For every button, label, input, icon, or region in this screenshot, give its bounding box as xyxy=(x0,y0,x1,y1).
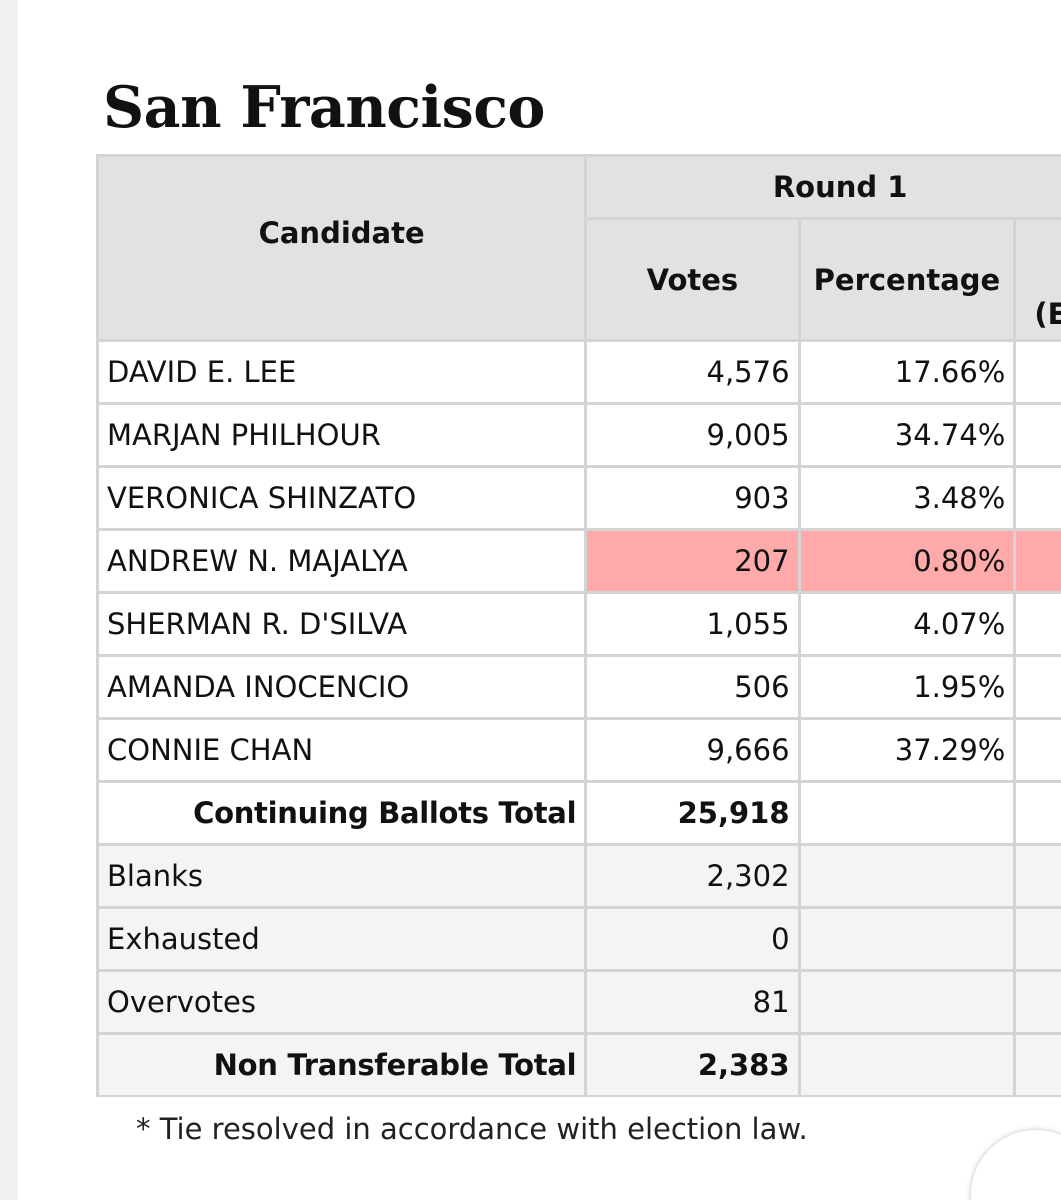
candidate-name: MARJAN PHILHOUR xyxy=(96,402,588,468)
votes-header: Votes xyxy=(584,217,801,342)
page-title: San Francisco xyxy=(103,74,545,141)
percentage-header: Percentage xyxy=(797,217,1017,342)
nontransferable-name: Overvotes xyxy=(96,969,588,1035)
candidate-name: SHERMAN R. D'SILVA xyxy=(96,591,588,657)
continuing-total-label: Continuing Ballots Total xyxy=(96,780,588,846)
candidate-name: CONNIE CHAN xyxy=(96,717,588,783)
extra-cell xyxy=(1013,465,1061,531)
candidate-name: VERONICA SHINZATO xyxy=(96,465,588,531)
extra-cell xyxy=(1013,654,1061,720)
table-row: MARJAN PHILHOUR 9,005 34.74% xyxy=(96,402,1061,468)
round-header: Round 1 xyxy=(584,154,1061,220)
candidate-percentage: 4.07% xyxy=(797,591,1017,657)
empty-cell xyxy=(797,843,1017,909)
extra-cell xyxy=(1013,402,1061,468)
results-table-container: Candidate Round 1 Votes Percentage (E DA… xyxy=(96,154,1061,1097)
table-row: AMANDA INOCENCIO 506 1.95% xyxy=(96,654,1061,720)
table-row: Exhausted 0 xyxy=(96,906,1061,972)
extra-cell xyxy=(1013,843,1061,909)
continuing-total-row: Continuing Ballots Total 25,918 xyxy=(96,780,1061,846)
table-row: Blanks 2,302 xyxy=(96,843,1061,909)
extra-cell xyxy=(1013,969,1061,1035)
footnote: * Tie resolved in accordance with electi… xyxy=(136,1112,808,1146)
nontransferable-name: Exhausted xyxy=(96,906,588,972)
extra-cell xyxy=(1013,528,1061,594)
candidate-header: Candidate xyxy=(96,154,588,342)
candidate-percentage: 0.80% xyxy=(797,528,1017,594)
candidate-votes: 207 xyxy=(584,528,801,594)
extra-cell xyxy=(1013,780,1061,846)
extra-cell xyxy=(1013,1032,1061,1097)
document-page: San Francisco Candidate Round 1 Votes Pe… xyxy=(18,0,1061,1200)
extra-header: (E xyxy=(1013,217,1061,342)
candidate-percentage: 34.74% xyxy=(797,402,1017,468)
table-row: Overvotes 81 xyxy=(96,969,1061,1035)
nontransferable-total-votes: 2,383 xyxy=(584,1032,801,1097)
empty-cell xyxy=(797,780,1017,846)
table-row: DAVID E. LEE 4,576 17.66% xyxy=(96,339,1061,405)
extra-cell xyxy=(1013,906,1061,972)
candidate-percentage: 37.29% xyxy=(797,717,1017,783)
nontransferable-votes: 2,302 xyxy=(584,843,801,909)
nontransferable-total-row: Non Transferable Total 2,383 xyxy=(96,1032,1061,1097)
candidate-percentage: 3.48% xyxy=(797,465,1017,531)
candidate-votes: 1,055 xyxy=(584,591,801,657)
results-table: Candidate Round 1 Votes Percentage (E DA… xyxy=(96,154,1061,1097)
nontransferable-total-label: Non Transferable Total xyxy=(96,1032,588,1097)
empty-cell xyxy=(797,969,1017,1035)
candidate-votes: 4,576 xyxy=(584,339,801,405)
table-row: VERONICA SHINZATO 903 3.48% xyxy=(96,465,1061,531)
floating-action-button[interactable] xyxy=(971,1130,1061,1200)
candidate-votes: 903 xyxy=(584,465,801,531)
nontransferable-name: Blanks xyxy=(96,843,588,909)
candidate-name: ANDREW N. MAJALYA xyxy=(96,528,588,594)
table-row-eliminated: ANDREW N. MAJALYA 207 0.80% xyxy=(96,528,1061,594)
candidate-percentage: 17.66% xyxy=(797,339,1017,405)
extra-cell xyxy=(1013,717,1061,783)
candidate-votes: 9,005 xyxy=(584,402,801,468)
extra-cell xyxy=(1013,591,1061,657)
continuing-total-votes: 25,918 xyxy=(584,780,801,846)
table-row: SHERMAN R. D'SILVA 1,055 4.07% xyxy=(96,591,1061,657)
candidate-percentage: 1.95% xyxy=(797,654,1017,720)
nontransferable-votes: 0 xyxy=(584,906,801,972)
nontransferable-votes: 81 xyxy=(584,969,801,1035)
candidate-name: DAVID E. LEE xyxy=(96,339,588,405)
empty-cell xyxy=(797,1032,1017,1097)
table-row: CONNIE CHAN 9,666 37.29% xyxy=(96,717,1061,783)
candidate-name: AMANDA INOCENCIO xyxy=(96,654,588,720)
extra-cell xyxy=(1013,339,1061,405)
empty-cell xyxy=(797,906,1017,972)
candidate-votes: 506 xyxy=(584,654,801,720)
candidate-votes: 9,666 xyxy=(584,717,801,783)
